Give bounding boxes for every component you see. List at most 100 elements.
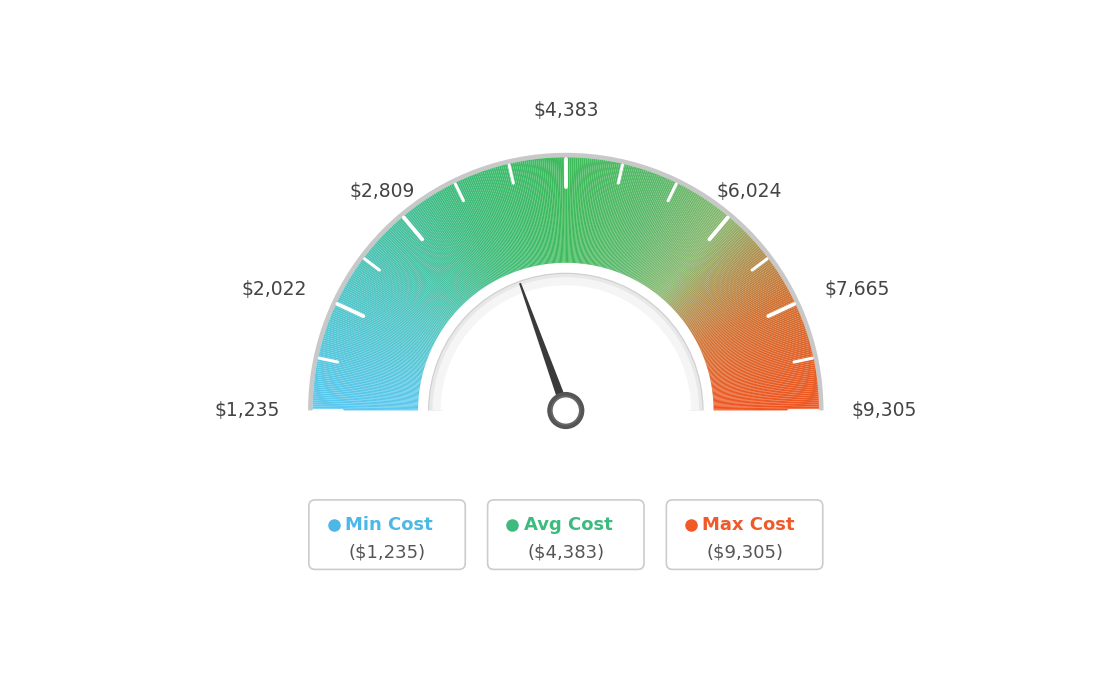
- Wedge shape: [374, 243, 455, 314]
- Wedge shape: [434, 194, 489, 284]
- Wedge shape: [584, 159, 599, 264]
- Wedge shape: [379, 239, 457, 311]
- Wedge shape: [315, 375, 420, 391]
- Circle shape: [548, 393, 584, 428]
- Wedge shape: [581, 159, 594, 264]
- Text: Max Cost: Max Cost: [702, 515, 795, 534]
- Wedge shape: [442, 188, 495, 282]
- Wedge shape: [461, 179, 506, 276]
- Wedge shape: [330, 315, 428, 356]
- Wedge shape: [586, 160, 604, 264]
- Wedge shape: [314, 385, 418, 397]
- Wedge shape: [637, 188, 690, 282]
- Wedge shape: [386, 230, 463, 306]
- Wedge shape: [312, 404, 418, 408]
- Wedge shape: [317, 365, 421, 385]
- Wedge shape: [602, 165, 629, 268]
- Wedge shape: [339, 297, 434, 346]
- Wedge shape: [712, 381, 817, 394]
- Wedge shape: [676, 241, 756, 313]
- Wedge shape: [404, 214, 473, 297]
- Wedge shape: [458, 181, 503, 277]
- Wedge shape: [711, 365, 815, 385]
- Wedge shape: [406, 213, 474, 296]
- Wedge shape: [450, 184, 500, 279]
- Wedge shape: [537, 159, 550, 264]
- Wedge shape: [646, 198, 704, 287]
- Wedge shape: [333, 308, 431, 352]
- Wedge shape: [618, 174, 657, 273]
- Wedge shape: [447, 186, 498, 280]
- Wedge shape: [459, 179, 505, 277]
- Wedge shape: [322, 340, 424, 371]
- Wedge shape: [316, 369, 421, 387]
- Wedge shape: [501, 165, 529, 268]
- Wedge shape: [701, 310, 799, 353]
- Wedge shape: [555, 157, 561, 263]
- Text: $4,383: $4,383: [533, 101, 598, 120]
- Wedge shape: [667, 226, 741, 304]
- Wedge shape: [476, 173, 514, 273]
- Wedge shape: [323, 336, 425, 368]
- Wedge shape: [590, 161, 609, 265]
- Wedge shape: [670, 231, 746, 307]
- Wedge shape: [321, 342, 424, 371]
- Wedge shape: [680, 250, 764, 318]
- Wedge shape: [710, 355, 814, 380]
- Wedge shape: [524, 160, 543, 265]
- Wedge shape: [703, 315, 802, 356]
- Wedge shape: [449, 185, 499, 279]
- Wedge shape: [424, 200, 484, 288]
- Wedge shape: [381, 236, 459, 309]
- Wedge shape: [682, 254, 766, 320]
- Wedge shape: [512, 163, 535, 266]
- Wedge shape: [659, 214, 728, 297]
- Wedge shape: [698, 297, 793, 346]
- Wedge shape: [446, 187, 497, 281]
- Wedge shape: [528, 160, 545, 264]
- Wedge shape: [368, 250, 452, 318]
- Wedge shape: [665, 222, 736, 302]
- Wedge shape: [385, 231, 461, 307]
- Wedge shape: [562, 157, 564, 263]
- Wedge shape: [690, 273, 779, 331]
- Wedge shape: [315, 379, 420, 393]
- Wedge shape: [658, 213, 725, 296]
- Wedge shape: [415, 206, 479, 292]
- Wedge shape: [469, 176, 510, 274]
- Wedge shape: [361, 260, 447, 324]
- Wedge shape: [680, 249, 762, 317]
- Wedge shape: [707, 333, 807, 366]
- Wedge shape: [712, 379, 817, 393]
- Wedge shape: [688, 268, 776, 328]
- Wedge shape: [312, 401, 418, 406]
- Wedge shape: [698, 295, 793, 344]
- Wedge shape: [502, 165, 530, 268]
- Wedge shape: [713, 385, 818, 397]
- Text: ($4,383): ($4,383): [528, 543, 604, 561]
- Wedge shape: [631, 184, 681, 279]
- Wedge shape: [371, 248, 453, 316]
- Wedge shape: [620, 175, 661, 274]
- Wedge shape: [564, 157, 565, 263]
- Wedge shape: [587, 160, 605, 265]
- Wedge shape: [319, 351, 422, 377]
- Wedge shape: [422, 201, 482, 289]
- Wedge shape: [708, 338, 809, 369]
- Wedge shape: [607, 168, 638, 269]
- Wedge shape: [349, 278, 439, 335]
- Wedge shape: [694, 287, 788, 339]
- Wedge shape: [693, 284, 786, 337]
- Wedge shape: [599, 164, 625, 267]
- Wedge shape: [651, 204, 714, 291]
- Wedge shape: [713, 399, 819, 405]
- Wedge shape: [359, 264, 446, 326]
- Wedge shape: [467, 177, 509, 275]
- Wedge shape: [608, 168, 640, 269]
- Wedge shape: [650, 202, 711, 290]
- Wedge shape: [614, 171, 650, 271]
- Polygon shape: [519, 283, 570, 412]
- Wedge shape: [696, 288, 788, 340]
- Wedge shape: [542, 158, 553, 264]
- Wedge shape: [315, 377, 420, 392]
